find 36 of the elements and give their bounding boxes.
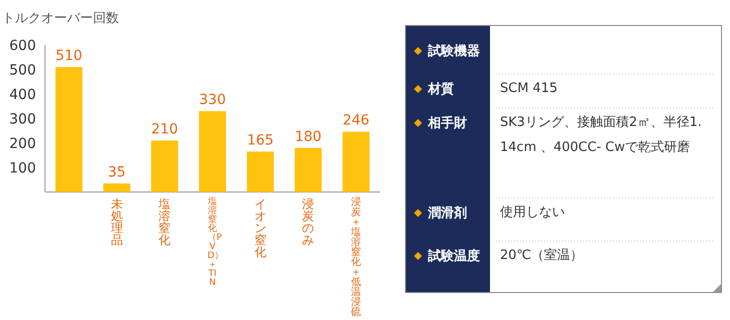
category-label: 塩溶窒化（PVD）＋TIN — [208, 197, 224, 288]
y-axis-title: トルクオーバー回数 — [2, 11, 119, 26]
text: 使用しない — [500, 205, 565, 220]
bar — [103, 183, 130, 192]
data-label: 35 — [108, 164, 126, 180]
x-tick-label: 塩溶窒化 — [158, 197, 172, 247]
bar — [55, 67, 82, 192]
bar — [294, 148, 322, 192]
y-tick-label: 500 — [9, 62, 36, 78]
category-label: 相手財 — [428, 114, 468, 132]
y-tick-label: 600 — [9, 38, 36, 54]
data-label: 246 — [342, 112, 370, 129]
bar — [199, 111, 226, 192]
data-label: 165 — [246, 132, 274, 149]
text: 20℃（室温） — [500, 248, 584, 263]
text: SCM 415 — [500, 81, 558, 96]
bar — [151, 140, 178, 192]
data-label: 510 — [56, 48, 82, 64]
category-label: 浸炭＋塩溶窒化＋低温浸硫 — [351, 197, 362, 318]
x-tick-label: イオン窒化 — [254, 197, 267, 259]
data-label: 210 — [151, 122, 178, 138]
category-label: 試験温度 — [428, 248, 481, 265]
y-tick-label: 200 — [9, 136, 36, 152]
data-label: 330 — [199, 92, 226, 108]
x-tick-label: 浸炭のみ — [302, 197, 315, 247]
data-label: 180 — [294, 128, 322, 145]
y-tick-label: 400 — [9, 87, 36, 103]
bar — [342, 132, 370, 192]
text: SK3リング、接触面積2㎡、半径1. 14cm 、400CC- Cwで乾式研磨 — [500, 115, 702, 155]
x-tick-label: 未処理品 — [110, 197, 124, 247]
y-tick-label: 300 — [9, 112, 36, 128]
y-tick-label: 100 — [9, 160, 36, 176]
bar — [246, 152, 274, 192]
category-label: 試験機器 — [428, 43, 481, 60]
category-label: 潤滑剤 — [428, 204, 468, 222]
category-label: 材質 — [428, 80, 455, 98]
